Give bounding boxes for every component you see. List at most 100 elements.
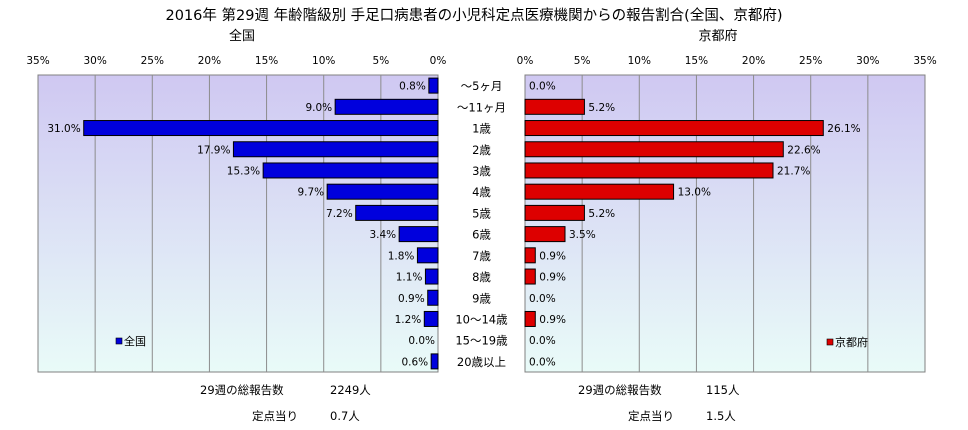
left-tick-label: 35% bbox=[26, 55, 49, 67]
right-data-label: 0.9% bbox=[539, 314, 566, 326]
right-legend-label: 京都府 bbox=[835, 335, 868, 349]
left-tick-label: 15% bbox=[255, 55, 278, 67]
right-bar bbox=[524, 162, 774, 179]
category-label: 3歳 bbox=[472, 164, 491, 178]
left-tick-labels: 35% 30% 25% 20% 15% 10% 5% 0% bbox=[26, 55, 446, 67]
left-data-label: 31.0% bbox=[47, 123, 80, 135]
right-legend-swatch bbox=[826, 338, 834, 346]
right-bar bbox=[524, 141, 784, 158]
category-label: 2歳 bbox=[472, 143, 491, 157]
right-data-label: 5.2% bbox=[588, 208, 615, 220]
right-plot-area bbox=[524, 74, 926, 373]
left-per-value: 0.7人 bbox=[330, 409, 360, 423]
category-label: 1歳 bbox=[472, 122, 491, 136]
right-bar bbox=[524, 120, 824, 137]
right-tick-label: 0% bbox=[517, 55, 534, 67]
right-data-label: 13.0% bbox=[678, 187, 711, 199]
category-label: 5歳 bbox=[472, 206, 491, 220]
right-data-label: 3.5% bbox=[569, 229, 596, 241]
left-bar bbox=[355, 204, 439, 221]
right-bar bbox=[524, 226, 566, 243]
category-label: 9歳 bbox=[472, 291, 491, 305]
category-label: 10～14歳 bbox=[455, 312, 508, 326]
left-data-label: 1.1% bbox=[396, 272, 423, 284]
right-tick-labels: 0% 5% 10% 15% 20% 25% 30% 35% bbox=[517, 55, 937, 67]
right-data-label: 5.2% bbox=[588, 102, 615, 114]
left-bar bbox=[232, 141, 439, 158]
category-label: 4歳 bbox=[472, 185, 491, 199]
left-bar bbox=[398, 226, 439, 243]
left-panel: 35% 30% 25% 20% 15% 10% 5% 0% 0.8% 9.0% 31.0% 17.9… bbox=[26, 55, 446, 373]
right-tick-label: 15% bbox=[685, 55, 708, 67]
left-data-label: 1.8% bbox=[388, 250, 415, 262]
left-subtitle: 全国 bbox=[229, 28, 255, 44]
right-bar bbox=[524, 268, 536, 285]
right-data-label: 0.0% bbox=[529, 335, 556, 347]
right-total-value: 115人 bbox=[706, 383, 740, 397]
right-per-value: 1.5人 bbox=[706, 409, 736, 423]
left-tick-label: 10% bbox=[312, 55, 335, 67]
left-data-label: 9.0% bbox=[305, 102, 332, 114]
left-data-label: 3.4% bbox=[369, 229, 396, 241]
right-bar bbox=[524, 98, 585, 115]
left-data-label: 15.3% bbox=[227, 165, 260, 177]
left-bar bbox=[424, 268, 439, 285]
left-bar bbox=[427, 289, 439, 306]
footer-right: 29週の総報告数 115人 定点当り 1.5人 bbox=[578, 383, 740, 423]
left-data-label: 0.6% bbox=[401, 356, 428, 368]
left-legend-label: 全国 bbox=[124, 334, 146, 348]
right-bar bbox=[524, 247, 536, 264]
left-tick-label: 25% bbox=[141, 55, 164, 67]
right-tick-label: 10% bbox=[628, 55, 651, 67]
left-data-label: 1.2% bbox=[395, 314, 422, 326]
left-data-label: 17.9% bbox=[197, 144, 230, 156]
left-data-label: 9.7% bbox=[297, 187, 324, 199]
left-bar bbox=[416, 247, 439, 264]
right-legend: 京都府 bbox=[826, 335, 868, 349]
left-bar bbox=[262, 162, 439, 179]
right-tick-label: 35% bbox=[913, 55, 936, 67]
category-labels: ～5ヶ月 ～11ヶ月 1歳 2歳 3歳 4歳 5歳 6歳 7歳 8歳 9歳 10～14歳 15～19歳 2… bbox=[455, 79, 508, 369]
left-data-labels: 0.8% 9.0% 31.0% 17.9% 15.3% 9.7%7.2% 3.4% 1.8% 1… bbox=[47, 81, 435, 369]
left-bar bbox=[428, 77, 439, 94]
left-bars bbox=[83, 77, 439, 370]
footer-left: 29週の総報告数 2249人 定点当り 0.7人 bbox=[200, 383, 371, 423]
right-bar bbox=[524, 183, 675, 200]
right-data-label: 0.0% bbox=[529, 356, 556, 368]
left-data-label: 0.8% bbox=[399, 81, 426, 93]
left-total-label: 29週の総報告数 bbox=[200, 383, 284, 397]
left-tick-label: 5% bbox=[373, 55, 390, 67]
left-bar bbox=[83, 120, 439, 137]
right-panel: 0% 5% 10% 15% 20% 25% 30% 35% 0.0% 5.2% 26.1% 22.6… bbox=[517, 55, 937, 373]
left-bar bbox=[326, 183, 439, 200]
category-label: ～11ヶ月 bbox=[457, 100, 506, 114]
right-total-label: 29週の総報告数 bbox=[578, 383, 662, 397]
left-per-label: 定点当り bbox=[252, 409, 298, 423]
category-label: 8歳 bbox=[472, 270, 491, 284]
category-label: 15～19歳 bbox=[455, 334, 508, 348]
right-tick-label: 30% bbox=[856, 55, 879, 67]
left-bar bbox=[334, 98, 439, 115]
right-bar bbox=[524, 204, 585, 221]
right-per-label: 定点当り bbox=[628, 409, 674, 423]
left-tick-label: 20% bbox=[198, 55, 221, 67]
category-label: 7歳 bbox=[472, 249, 491, 263]
right-data-label: 0.0% bbox=[529, 293, 556, 305]
category-label: 6歳 bbox=[472, 228, 491, 242]
left-plot-area bbox=[37, 74, 439, 373]
right-tick-label: 20% bbox=[742, 55, 765, 67]
right-data-label: 26.1% bbox=[827, 123, 860, 135]
right-data-label: 0.0% bbox=[529, 81, 556, 93]
right-subtitle: 京都府 bbox=[698, 29, 737, 44]
left-tick-label: 0% bbox=[430, 55, 447, 67]
left-total-value: 2249人 bbox=[330, 383, 371, 397]
right-bar bbox=[524, 310, 536, 327]
right-tick-label: 5% bbox=[574, 55, 591, 67]
right-data-labels: 0.0%5.2%26.1%22.6%21.7%13.0%5.2%3.5%0.9%… bbox=[529, 81, 861, 369]
right-data-label: 22.6% bbox=[787, 144, 820, 156]
category-label: 20歳以上 bbox=[457, 355, 506, 369]
left-data-label: 7.2% bbox=[326, 208, 353, 220]
right-data-label: 0.9% bbox=[539, 272, 566, 284]
left-tick-label: 30% bbox=[83, 55, 106, 67]
